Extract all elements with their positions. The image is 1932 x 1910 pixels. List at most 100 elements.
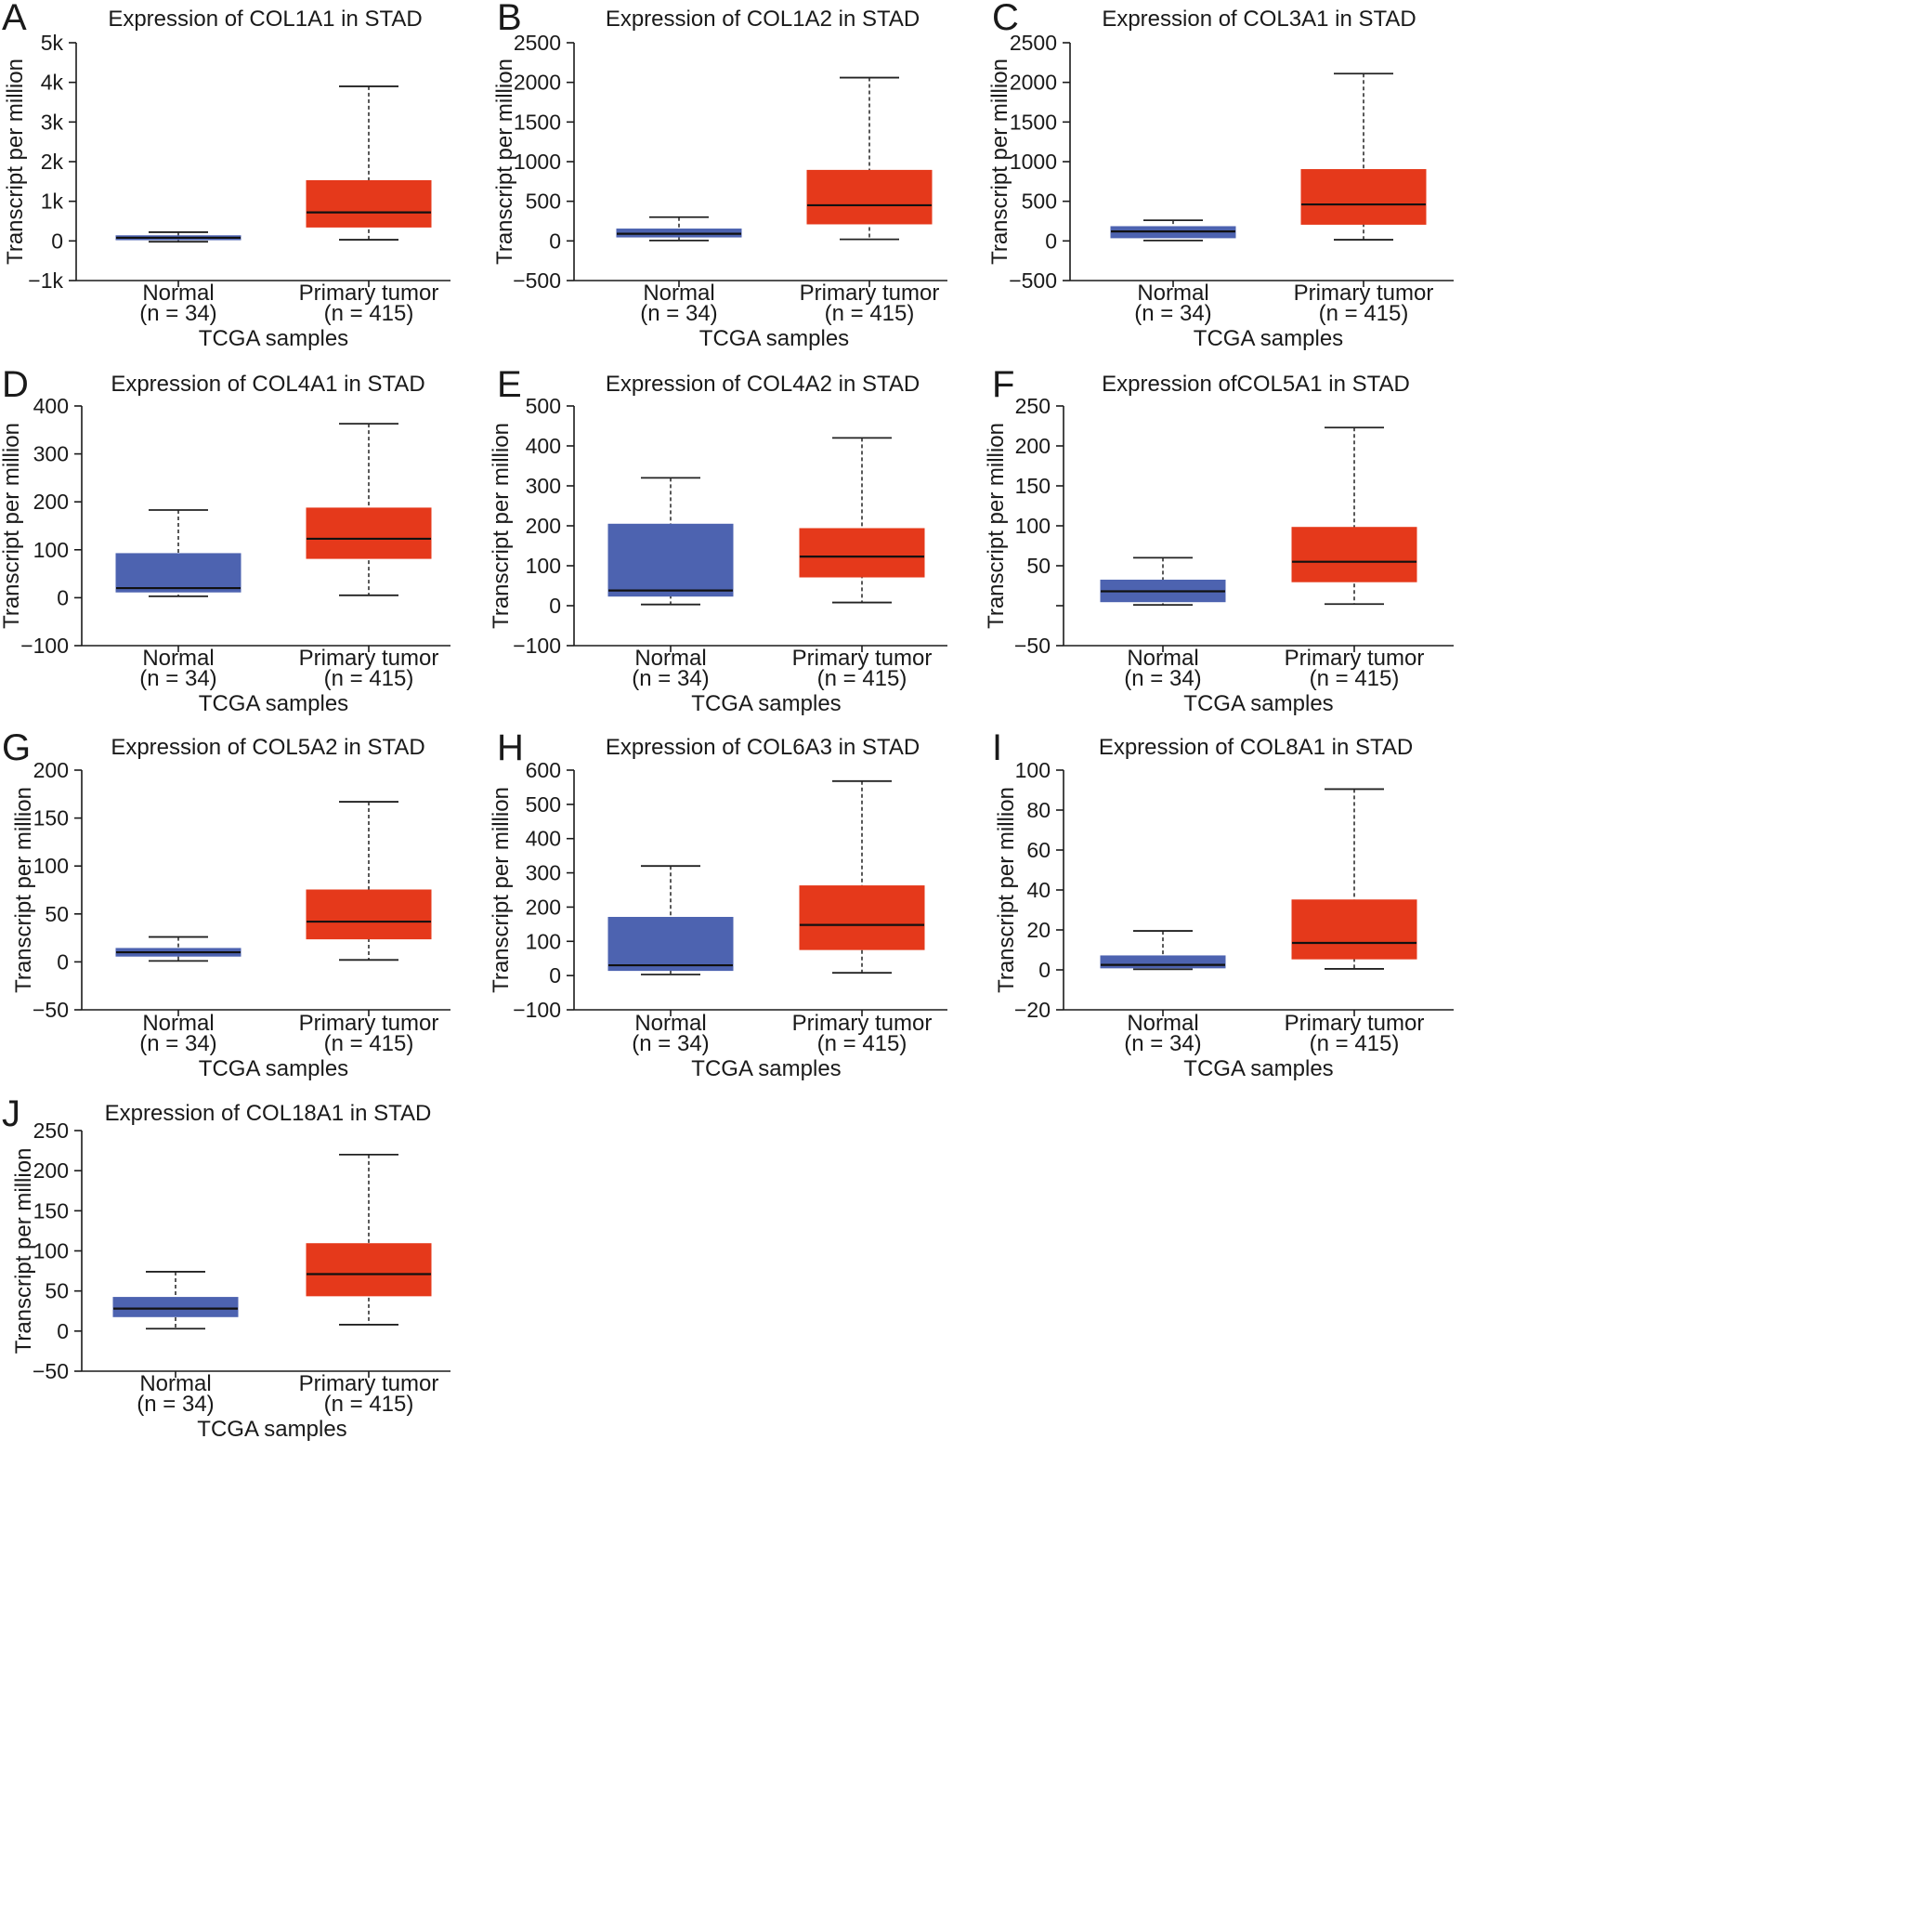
y-tick-label: 200 bbox=[33, 1158, 69, 1183]
panel-j: J Expression of COL18A1 in STAD −50 0 50 100 1… bbox=[2, 1093, 450, 1442]
iqr-box bbox=[607, 523, 734, 597]
iqr-box bbox=[799, 528, 925, 578]
chart-title: Expression of COL4A2 in STAD bbox=[606, 372, 920, 397]
y-tick-label: −50 bbox=[33, 998, 69, 1022]
y-tick-label: 100 bbox=[1015, 758, 1051, 782]
y-tick-label: 1000 bbox=[1010, 150, 1057, 174]
box-primary-tumor bbox=[306, 1154, 432, 1326]
x-category-label: Normal bbox=[142, 1011, 214, 1036]
y-tick-label: 2500 bbox=[514, 31, 561, 55]
y-tick-label: −50 bbox=[33, 1359, 69, 1383]
x-category-n: (n = 415) bbox=[817, 1031, 907, 1056]
x-category-n: (n = 34) bbox=[640, 301, 717, 326]
y-axis-label: Transcript per million bbox=[11, 787, 36, 993]
panel-letter: E bbox=[497, 364, 522, 405]
y-tick-label: 3k bbox=[41, 110, 64, 134]
x-axis-label: TCGA samples bbox=[199, 1056, 348, 1081]
y-tick-label: 1000 bbox=[514, 150, 561, 174]
y-tick-label: 200 bbox=[1015, 434, 1051, 458]
y-tick-label: 300 bbox=[526, 474, 561, 498]
panel-h: H Expression of COL6A3 in STAD −100 0 100 200… bbox=[489, 727, 947, 1081]
x-axis-label: TCGA samples bbox=[691, 691, 841, 716]
x-category-n: (n = 415) bbox=[324, 301, 414, 326]
y-tick-label: 0 bbox=[57, 585, 69, 609]
panel-f: F Expression ofCOL5A1 in STAD −50 50 100 150 2… bbox=[984, 364, 1454, 716]
y-tick-label: 100 bbox=[33, 538, 69, 562]
y-tick-label: 100 bbox=[526, 929, 561, 953]
iqr-box bbox=[607, 916, 734, 972]
y-tick-label: 500 bbox=[526, 792, 561, 817]
x-category-n: (n = 415) bbox=[1310, 1031, 1400, 1056]
chart-title: Expression of COL3A1 in STAD bbox=[1102, 7, 1416, 32]
y-tick-label: −500 bbox=[513, 268, 561, 293]
iqr-box bbox=[112, 1297, 239, 1317]
panel-letter: A bbox=[2, 0, 27, 38]
y-axis-label: Transcript per million bbox=[489, 787, 514, 993]
y-tick-label: 50 bbox=[45, 1279, 69, 1303]
panel-g: G Expression of COL5A2 in STAD −50 0 50 100 15… bbox=[2, 727, 450, 1081]
iqr-box bbox=[1300, 169, 1427, 225]
y-tick-label: 500 bbox=[1022, 190, 1057, 214]
chart-title: Expression of COL1A1 in STAD bbox=[108, 7, 422, 32]
y-tick-label: 1k bbox=[41, 190, 64, 214]
iqr-box bbox=[306, 889, 432, 940]
y-tick-label: 50 bbox=[1026, 554, 1051, 578]
iqr-box bbox=[1291, 899, 1417, 960]
y-tick-label: 300 bbox=[526, 861, 561, 885]
y-tick-label: 0 bbox=[549, 229, 561, 253]
y-tick-label: 250 bbox=[1015, 394, 1051, 418]
x-category-label: Normal bbox=[643, 281, 714, 306]
x-category-label: Normal bbox=[1137, 281, 1208, 306]
x-category-label: Primary tumor bbox=[1285, 1011, 1425, 1036]
x-category-label: Primary tumor bbox=[299, 646, 439, 671]
y-tick-label: 1500 bbox=[514, 110, 561, 134]
panel-letter: G bbox=[2, 727, 31, 768]
box-primary-tumor bbox=[799, 779, 925, 975]
box-normal bbox=[115, 231, 242, 243]
y-axis-label: Transcript per million bbox=[489, 423, 514, 629]
y-tick-label: 0 bbox=[549, 594, 561, 618]
y-tick-label: 200 bbox=[33, 490, 69, 514]
y-tick-label: 100 bbox=[33, 854, 69, 878]
x-category-label: Primary tumor bbox=[792, 1011, 933, 1036]
box-normal bbox=[112, 1271, 239, 1330]
y-tick-label: 2000 bbox=[514, 71, 561, 95]
x-axis-label: TCGA samples bbox=[199, 691, 348, 716]
box-normal bbox=[616, 216, 742, 242]
x-category-label: Primary tumor bbox=[299, 1011, 439, 1036]
y-tick-label: 0 bbox=[57, 949, 69, 974]
y-tick-label: −100 bbox=[20, 634, 69, 658]
x-axis-label: TCGA samples bbox=[1183, 1056, 1333, 1081]
x-category-label: Primary tumor bbox=[299, 1371, 439, 1396]
y-tick-label: −500 bbox=[1009, 268, 1057, 293]
y-tick-label: 400 bbox=[526, 827, 561, 851]
panel-letter: I bbox=[992, 727, 1002, 768]
x-category-n: (n = 34) bbox=[1124, 666, 1201, 691]
y-tick-label: 600 bbox=[526, 758, 561, 782]
y-tick-label: 2000 bbox=[1010, 71, 1057, 95]
y-tick-label: 500 bbox=[526, 190, 561, 214]
box-primary-tumor bbox=[799, 437, 925, 604]
box-primary-tumor bbox=[1291, 426, 1417, 606]
x-category-n: (n = 415) bbox=[324, 666, 414, 691]
x-category-label: Primary tumor bbox=[1285, 646, 1425, 671]
y-tick-label: 200 bbox=[33, 758, 69, 782]
box-normal bbox=[607, 477, 734, 606]
y-tick-label: 200 bbox=[526, 514, 561, 538]
y-tick-label: 0 bbox=[51, 229, 63, 253]
x-category-n: (n = 415) bbox=[825, 301, 915, 326]
iqr-box bbox=[115, 553, 242, 593]
y-tick-label: 100 bbox=[33, 1239, 69, 1263]
x-category-n: (n = 415) bbox=[324, 1392, 414, 1417]
x-category-n: (n = 34) bbox=[1134, 301, 1211, 326]
chart-title: Expression of COL5A2 in STAD bbox=[111, 735, 424, 760]
y-tick-label: 2k bbox=[41, 150, 64, 174]
y-tick-label: −1k bbox=[28, 268, 63, 293]
iqr-box bbox=[306, 179, 432, 228]
x-axis-label: TCGA samples bbox=[699, 326, 849, 351]
box-normal bbox=[115, 509, 242, 597]
x-category-label: Normal bbox=[142, 281, 214, 306]
x-category-n: (n = 415) bbox=[1319, 301, 1409, 326]
y-tick-label: 250 bbox=[33, 1119, 69, 1143]
y-tick-label: 60 bbox=[1026, 838, 1051, 862]
